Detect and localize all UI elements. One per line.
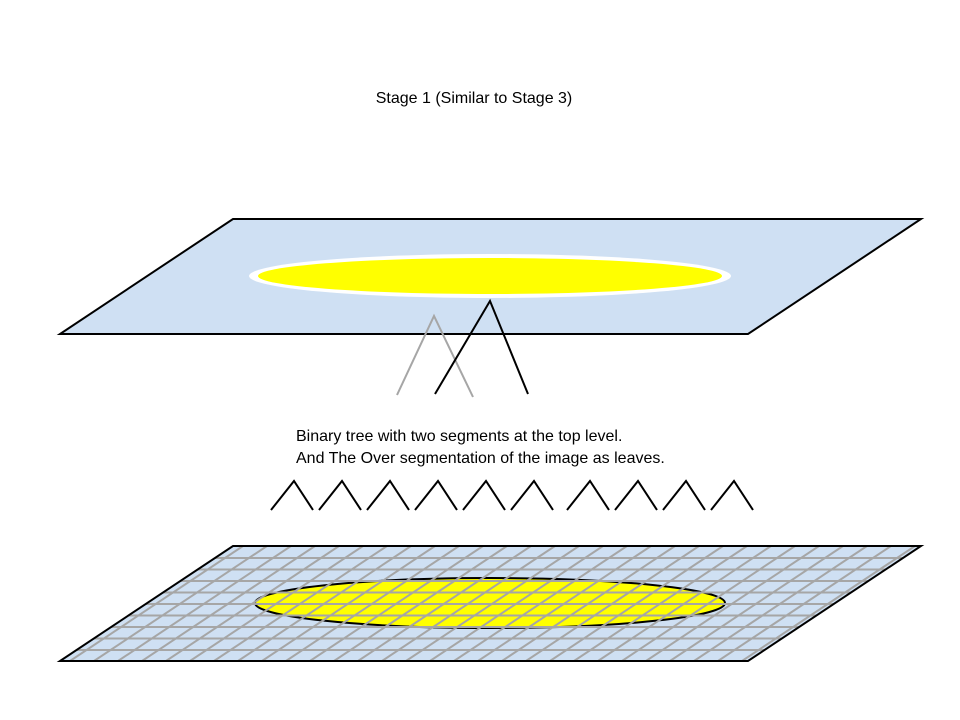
- leaf-wedge: [414, 479, 458, 511]
- diagram-caption: Binary tree with two segments at the top…: [296, 426, 665, 470]
- diagram-title: Stage 1 (Similar to Stage 3): [375, 90, 573, 107]
- top-segment-ellipse: [258, 258, 722, 294]
- caption-line-2: And The Over segmentation of the image a…: [296, 450, 665, 467]
- leaf-wedge: [566, 479, 610, 511]
- leaf-wedge: [318, 479, 362, 511]
- leaf-wedge: [510, 479, 554, 511]
- leaf-wedge: [462, 479, 506, 511]
- bottom-plane: [56, 545, 925, 662]
- top-tree: [396, 298, 529, 398]
- leaf-wedge: [662, 479, 706, 511]
- leaf-wedge: [366, 479, 410, 511]
- grid-line-slanted: [909, 546, 921, 661]
- leaf-wedge: [614, 479, 658, 511]
- grid-line-slanted: [885, 546, 921, 661]
- tree-branch-light: [396, 313, 474, 398]
- tree-branch-dark: [434, 298, 529, 395]
- caption-line-1: Binary tree with two segments at the top…: [296, 428, 623, 445]
- bottom-plane-border: [56, 545, 925, 662]
- leaf-wedge: [270, 479, 314, 511]
- leaf-wedge: [710, 479, 754, 511]
- leaf-row: [270, 479, 754, 511]
- top-plane: [56, 218, 925, 335]
